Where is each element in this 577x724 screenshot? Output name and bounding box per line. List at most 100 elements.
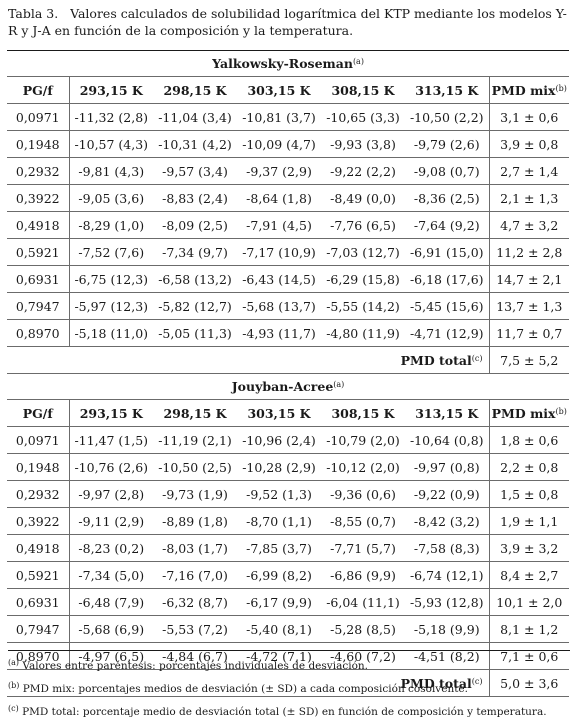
- solubility-value: -5,68 (6,9): [69, 615, 153, 643]
- pg-value: 0,5921: [7, 561, 70, 589]
- pmd-total-value: 5,0 ± 3,6: [488, 669, 570, 697]
- pg-value: 0,5921: [7, 238, 70, 266]
- solubility-value: -8,09 (2,5): [153, 211, 237, 239]
- pg-value: 0,1948: [7, 453, 70, 481]
- header-temperature: 293,15 K: [69, 399, 153, 427]
- solubility-value: -8,83 (2,4): [153, 184, 237, 212]
- solubility-value: -7,58 (8,3): [405, 534, 489, 562]
- solubility-value: -5,18 (11,0): [69, 319, 153, 347]
- solubility-value: -6,99 (8,2): [237, 561, 321, 589]
- solubility-value: -11,04 (3,4): [153, 103, 237, 131]
- pg-value: 0,3922: [7, 184, 70, 212]
- solubility-value: -7,85 (3,7): [237, 534, 321, 562]
- solubility-value: -7,16 (7,0): [153, 561, 237, 589]
- solubility-value: -5,97 (12,3): [69, 292, 153, 320]
- section-title-text: Yalkowsky-Roseman: [212, 56, 353, 71]
- solubility-value: -6,18 (17,6): [405, 265, 489, 293]
- pmd-mix-value: 1,8 ± 0,6: [488, 426, 570, 454]
- pg-value: 0,0971: [7, 103, 70, 131]
- solubility-value: -6,75 (12,3): [69, 265, 153, 293]
- solubility-value: -10,65 (3,3): [321, 103, 405, 131]
- solubility-value: -4,71 (12,9): [405, 319, 489, 347]
- footnote-text: PMD total: porcentaje medio de desviació…: [18, 706, 547, 718]
- solubility-value: -4,84 (6,7): [153, 642, 237, 670]
- table-row: 0,5921 -7,52 (7,6) -7,34 (9,7) -7,17 (10,9)…: [7, 238, 570, 266]
- pg-value: 0,7947: [7, 292, 70, 320]
- solubility-value: -8,29 (1,0): [69, 211, 153, 239]
- table-row: 0,1948 -10,76 (2,6) -10,50 (2,5) -10,28 (2,…: [7, 453, 570, 481]
- solubility-value: -6,91 (15,0): [405, 238, 489, 266]
- solubility-value: -8,23 (0,2): [69, 534, 153, 562]
- pmd-total-label: PMD total(c): [7, 669, 489, 697]
- solubility-value: -8,36 (2,5): [405, 184, 489, 212]
- pmd-mix-value: 4,7 ± 3,2: [488, 211, 570, 239]
- solubility-value: -9,36 (0,6): [321, 480, 405, 508]
- pmd-mix-value: 8,4 ± 2,7: [488, 561, 570, 589]
- header-temperature: 293,15 K: [69, 76, 153, 104]
- header-temperature: 303,15 K: [237, 76, 321, 104]
- footnote-mark: (b): [8, 681, 20, 690]
- header-pmd-mix-label: PMD mix: [491, 82, 556, 98]
- solubility-value: -8,42 (3,2): [405, 507, 489, 535]
- footnote-text: PMD mix: porcentajes medios de desviació…: [19, 683, 468, 695]
- table-row: 0,0971 -11,32 (2,8) -11,04 (3,4) -10,81 (3,…: [7, 103, 570, 131]
- solubility-value: -5,18 (9,9): [405, 615, 489, 643]
- pg-value: 0,4918: [7, 211, 70, 239]
- solubility-value: -9,08 (0,7): [405, 157, 489, 185]
- footnote-mark: (c): [8, 704, 19, 713]
- solubility-value: -7,03 (12,7): [321, 238, 405, 266]
- solubility-value: -11,47 (1,5): [69, 426, 153, 454]
- header-pg: PG/f: [7, 399, 70, 427]
- solubility-value: -6,29 (15,8): [321, 265, 405, 293]
- solubility-value: -9,57 (3,4): [153, 157, 237, 185]
- pg-value: 0,8970: [7, 642, 70, 670]
- table-row: 0,3922 -9,11 (2,9) -8,89 (1,8) -8,70 (1,1) -…: [7, 507, 570, 535]
- pg-value: 0,2932: [7, 480, 70, 508]
- solubility-value: -7,64 (9,2): [405, 211, 489, 239]
- section-title-row: Yalkowsky-Roseman(a): [7, 50, 570, 77]
- table-row: 0,4918 -8,29 (1,0) -8,09 (2,5) -7,91 (4,5) -…: [7, 211, 570, 239]
- section-title-text: Jouyban-Acree: [231, 379, 334, 394]
- header-temperature: 298,15 K: [153, 399, 237, 427]
- solubility-value: -7,34 (5,0): [69, 561, 153, 589]
- solubility-value: -5,45 (15,6): [405, 292, 489, 320]
- pg-value: 0,7947: [7, 615, 70, 643]
- solubility-value: -5,53 (7,2): [153, 615, 237, 643]
- footnote-rule: [8, 650, 570, 651]
- solubility-value: -5,68 (13,7): [237, 292, 321, 320]
- table-row: 0,6931 -6,75 (12,3) -6,58 (13,2) -6,43 (14,…: [7, 265, 570, 293]
- section-title-sup: (a): [352, 57, 364, 66]
- solubility-value: -9,52 (1,3): [237, 480, 321, 508]
- footnote-list: (a) Valores entre paréntesis: porcentaje…: [8, 651, 570, 720]
- section-title: Jouyban-Acree(a): [7, 373, 570, 400]
- pmd-total-row: PMD total(c) 5,0 ± 3,6: [7, 669, 570, 697]
- pmd-total-label-text: PMD total: [400, 352, 472, 368]
- pmd-mix-value: 2,7 ± 1,4: [488, 157, 570, 185]
- solubility-table: Yalkowsky-Roseman(a) PG/f 293,15 K 298,15 K…: [7, 50, 570, 697]
- solubility-value: -9,79 (2,6): [405, 130, 489, 158]
- header-temperature: 298,15 K: [153, 76, 237, 104]
- footnote-mark: (a): [8, 658, 20, 667]
- solubility-value: -4,97 (6,5): [69, 642, 153, 670]
- solubility-value: -11,19 (2,1): [153, 426, 237, 454]
- pmd-mix-value: 3,9 ± 3,2: [488, 534, 570, 562]
- solubility-value: -7,52 (7,6): [69, 238, 153, 266]
- solubility-value: -5,55 (14,2): [321, 292, 405, 320]
- table-row: 0,8970 -5,18 (11,0) -5,05 (11,3) -4,93 (11,…: [7, 319, 570, 347]
- solubility-value: -7,71 (5,7): [321, 534, 405, 562]
- header-pmd-mix-label: PMD mix: [491, 405, 556, 421]
- solubility-value: -8,49 (0,0): [321, 184, 405, 212]
- solubility-value: -6,74 (12,1): [405, 561, 489, 589]
- pmd-total-sup: (c): [471, 353, 483, 363]
- solubility-value: -10,28 (2,9): [237, 453, 321, 481]
- solubility-value: -10,31 (4,2): [153, 130, 237, 158]
- pmd-mix-value: 11,2 ± 2,8: [488, 238, 570, 266]
- solubility-value: -6,58 (13,2): [153, 265, 237, 293]
- section-title-row: Jouyban-Acree(a): [7, 373, 570, 400]
- table-row: 0,0971 -11,47 (1,5) -11,19 (2,1) -10,96 (2,…: [7, 426, 570, 454]
- solubility-value: -10,76 (2,6): [69, 453, 153, 481]
- solubility-value: -7,17 (10,9): [237, 238, 321, 266]
- header-pmd-mix-sup: (b): [555, 83, 567, 93]
- solubility-value: -10,57 (4,3): [69, 130, 153, 158]
- pmd-mix-value: 13,7 ± 1,3: [488, 292, 570, 320]
